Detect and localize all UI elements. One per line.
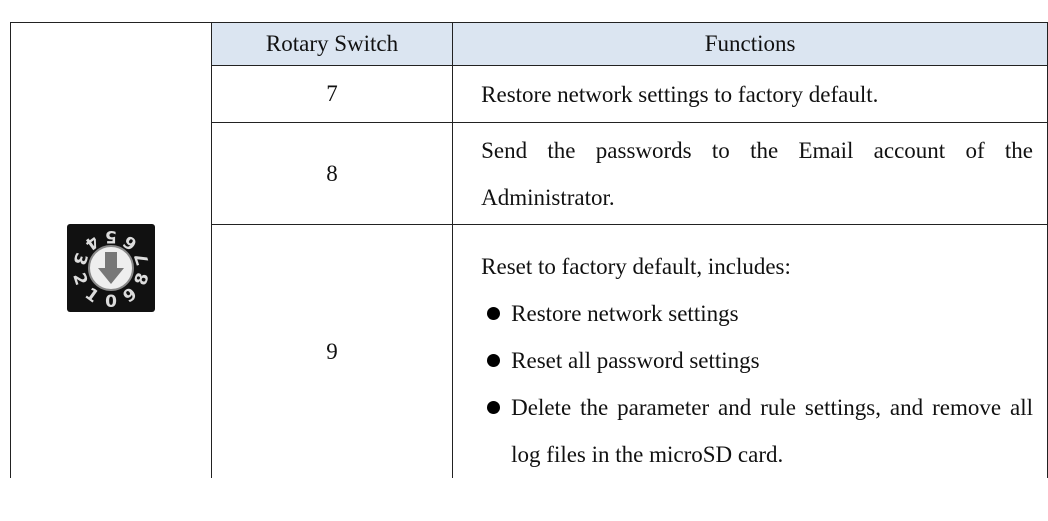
- column-header: Rotary Switch: [210, 22, 454, 66]
- switch-value: 9: [210, 224, 454, 478]
- function-text: Restore network settings to factory defa…: [452, 65, 1048, 123]
- switch-value: 7: [210, 65, 454, 123]
- dial-label: 7: [131, 250, 154, 267]
- dial-label: 0: [105, 292, 117, 312]
- column-header: Functions: [452, 22, 1048, 66]
- bullet-item: Restore network settings: [481, 290, 1033, 337]
- bullet-list: Restore network settings Reset all passw…: [481, 290, 1033, 478]
- function-text: Send the passwords to the Email account …: [452, 122, 1048, 225]
- function-text: Reset to factory default, includes:: [481, 254, 791, 279]
- bullet-item: Reset all password settings: [481, 337, 1033, 384]
- table-row: 8 Send the passwords to the Email accoun…: [11, 122, 1048, 225]
- dial-label: 5: [105, 226, 117, 246]
- bullet-item: Delete the parameter and rule settings, …: [481, 384, 1033, 478]
- function-cell: Reset to factory default, includes: Rest…: [452, 224, 1048, 478]
- table-row: 9 Reset to factory default, includes: Re…: [11, 224, 1048, 478]
- dial-label: 2: [68, 270, 91, 287]
- dial-label: 8: [131, 270, 154, 287]
- dial-arrow: [97, 251, 124, 284]
- switch-value: 8: [210, 122, 454, 225]
- dial-label: 3: [68, 250, 91, 267]
